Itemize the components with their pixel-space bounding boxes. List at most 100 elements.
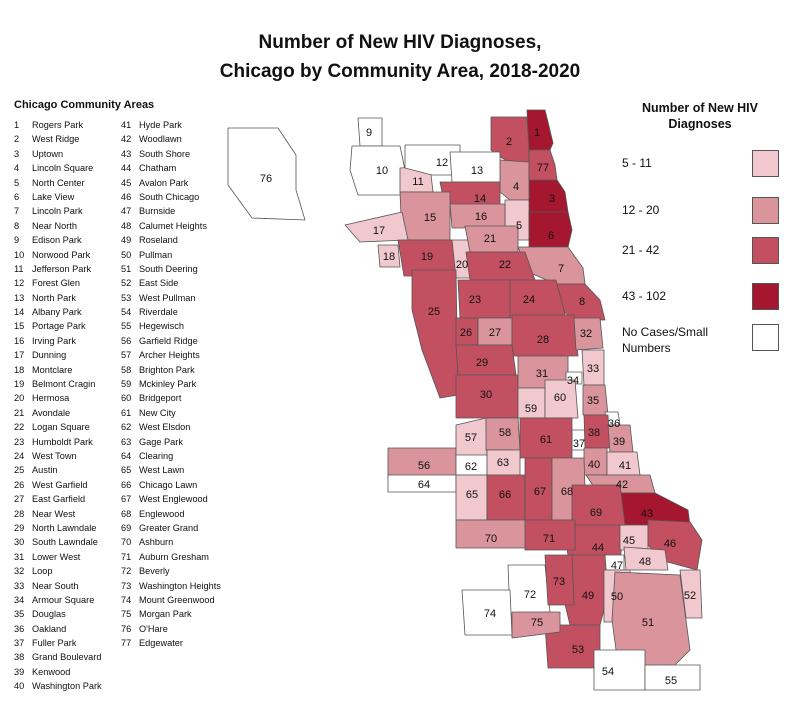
- community-area-region-77: [528, 149, 558, 181]
- community-area-name: Rogers Park: [32, 120, 84, 130]
- community-area-number: 70: [121, 537, 132, 548]
- community-area-list-item: 32 Loop: [14, 564, 102, 578]
- community-area-number: 68: [121, 508, 132, 519]
- community-area-number: 59: [121, 379, 132, 390]
- community-area-label-60: 60: [554, 392, 566, 404]
- community-area-number: 49: [121, 235, 132, 246]
- community-area-region-73: [544, 554, 575, 606]
- community-area-number: 54: [121, 307, 132, 318]
- community-area-number: 28: [14, 508, 25, 519]
- community-area-list-item: 62 West Elsdon: [121, 420, 221, 434]
- community-area-name: Hyde Park: [139, 120, 182, 130]
- community-area-region-28: [511, 314, 579, 357]
- community-area-name: Loop: [32, 566, 53, 577]
- community-area-label-71: 71: [543, 533, 555, 545]
- community-area-list-item: 24 West Town: [14, 449, 102, 463]
- community-area-label-23: 23: [469, 294, 481, 306]
- community-area-region-18: [377, 244, 401, 268]
- community-area-name: Calumet Heights: [139, 220, 207, 231]
- community-area-label-34: 34: [567, 375, 579, 387]
- community-area-list-item: 12 Forest Glen: [14, 276, 102, 290]
- community-area-name: Mckinley Park: [139, 379, 197, 390]
- community-area-label-73: 73: [553, 576, 565, 588]
- community-area-label-74: 74: [484, 608, 496, 620]
- community-area-number: 34: [14, 594, 25, 605]
- community-area-name: Logan Square: [32, 422, 90, 433]
- community-area-list-item: 67 West Englewood: [121, 492, 221, 506]
- community-area-list-item: 50 Pullman: [121, 248, 221, 262]
- community-area-region-75: [511, 611, 561, 639]
- community-area-label-75: 75: [531, 617, 543, 629]
- community-area-region-71: [524, 519, 576, 551]
- community-area-label-43: 43: [641, 508, 653, 520]
- community-area-region-32: [573, 317, 604, 351]
- community-area-label-42: 42: [616, 479, 628, 491]
- community-area-region-60: [544, 379, 579, 419]
- community-area-name: Austin: [32, 465, 58, 476]
- community-area-list-item: 3 Uptown: [14, 147, 102, 161]
- community-area-list-item: 26 West Garfield: [14, 478, 102, 492]
- community-area-list-item: 58 Brighton Park: [121, 363, 221, 377]
- community-areas-heading: Chicago Community Areas: [14, 99, 155, 111]
- community-area-number: 53: [121, 292, 132, 303]
- community-area-list-item: 40 Washington Park: [14, 679, 102, 693]
- community-area-number: 2: [14, 134, 20, 145]
- community-area-list-item: 77 Edgewater: [121, 636, 221, 650]
- community-area-number: 61: [121, 407, 132, 418]
- community-area-name: Fuller Park: [32, 638, 77, 649]
- community-area-label-53: 53: [572, 644, 584, 656]
- community-area-list-item: 49 Roseland: [121, 233, 221, 247]
- community-area-label-28: 28: [537, 334, 549, 346]
- community-area-label-17: 17: [373, 225, 385, 237]
- community-area-label-50: 50: [611, 591, 623, 603]
- community-area-number: 18: [14, 364, 25, 375]
- community-area-name: Grand Boulevard: [32, 652, 102, 663]
- community-area-number: 69: [121, 522, 132, 533]
- community-area-label-57: 57: [465, 432, 477, 444]
- community-area-name: Avondale: [32, 407, 71, 418]
- community-area-number: 76: [121, 623, 132, 634]
- community-area-list-item: 20 Hermosa: [14, 391, 102, 405]
- legend-label: 43 - 102: [622, 289, 667, 303]
- community-area-list-item: 37 Fuller Park: [14, 636, 102, 650]
- community-area-list-item: 48 Calumet Heights: [121, 219, 221, 233]
- community-area-label-7: 7: [558, 263, 564, 275]
- community-area-name: East Garfield: [32, 494, 86, 505]
- community-area-list-item: 57 Archer Heights: [121, 348, 221, 362]
- community-area-list-item: 31 Lower West: [14, 550, 102, 564]
- community-area-number: 74: [121, 594, 132, 605]
- community-area-label-70: 70: [485, 533, 497, 545]
- community-area-number: 73: [121, 580, 132, 591]
- community-area-list-item: 46 South Chicago: [121, 190, 221, 204]
- community-area-label-26: 26: [460, 327, 472, 339]
- community-area-label-54: 54: [602, 666, 614, 678]
- community-area-number: 16: [14, 335, 25, 346]
- community-area-region-52: [679, 569, 703, 619]
- community-area-number: 63: [121, 436, 132, 447]
- community-area-label-59: 59: [525, 403, 537, 415]
- community-area-list-item: 30 South Lawndale: [14, 535, 102, 549]
- community-area-name: Auburn Gresham: [139, 551, 209, 562]
- community-area-name: Lake View: [32, 191, 75, 202]
- community-area-number: 11: [14, 263, 24, 274]
- community-area-label-33: 33: [587, 363, 599, 375]
- community-area-label-47: 47: [611, 560, 623, 572]
- community-area-name: Montclare: [32, 364, 73, 375]
- legend-swatch: [752, 150, 779, 177]
- community-area-label-27: 27: [489, 327, 501, 339]
- community-area-name: Jefferson Park: [32, 263, 92, 274]
- community-area-number: 20: [14, 393, 25, 404]
- community-area-number: 47: [121, 206, 132, 217]
- community-area-label-51: 51: [642, 617, 654, 629]
- community-area-name: Burnside: [139, 206, 176, 217]
- community-area-number: 30: [14, 537, 25, 548]
- community-area-number: 32: [14, 566, 25, 577]
- community-area-list-item: 18 Montclare: [14, 363, 102, 377]
- community-area-list-item: 15 Portage Park: [14, 319, 102, 333]
- community-area-list-item: 29 North Lawndale: [14, 521, 102, 535]
- community-area-label-45: 45: [623, 535, 635, 547]
- legend-swatch: [752, 237, 779, 264]
- community-area-list-item: 36 Oakland: [14, 622, 102, 636]
- community-area-list-item: 60 Bridgeport: [121, 391, 221, 405]
- community-area-name: Oakland: [32, 623, 67, 634]
